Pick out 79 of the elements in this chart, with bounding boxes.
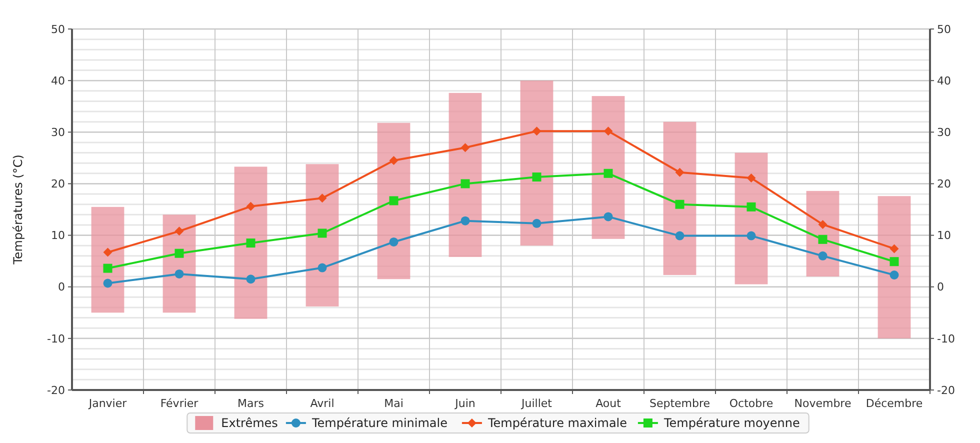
bar [520, 80, 554, 246]
x-tick-label: Février [160, 397, 199, 410]
x-tick-label: Aout [596, 397, 622, 410]
point [532, 172, 542, 182]
point [890, 257, 899, 266]
point [246, 238, 256, 248]
y2-tick-label: 20 [937, 178, 951, 191]
point [675, 200, 684, 209]
point [532, 126, 542, 136]
bar [592, 96, 625, 239]
point [746, 174, 756, 183]
point [604, 168, 613, 178]
y2-tick-label: 50 [937, 22, 951, 36]
point [460, 179, 470, 188]
point [103, 248, 112, 257]
x-tick-label: Janvier [88, 397, 128, 410]
point [174, 248, 184, 258]
point [318, 194, 327, 203]
point [460, 143, 470, 152]
y2-tick-label: -10 [937, 332, 955, 346]
point [174, 226, 184, 236]
point [460, 216, 470, 226]
bar [234, 166, 268, 319]
point [818, 234, 828, 244]
bar [878, 196, 911, 338]
y-axis-title: Températures (°C) [11, 154, 25, 266]
x-tick-label: Juin [454, 397, 476, 410]
point [174, 269, 184, 278]
y-tick-label: 30 [51, 126, 65, 139]
legend-label: Extrêmes [221, 416, 278, 430]
point [746, 231, 756, 240]
bar [663, 122, 696, 275]
x-tick-label: Octobre [729, 397, 774, 410]
point [818, 220, 828, 229]
y-tick-label: -10 [47, 332, 65, 346]
point [675, 231, 684, 240]
x-tick-label: Avril [310, 397, 334, 410]
point [675, 168, 684, 177]
point [318, 263, 327, 272]
x-tick-label: Juillet [520, 397, 553, 410]
x-tick-label: Mars [238, 397, 264, 410]
y-tick-label: 20 [51, 178, 65, 191]
point [746, 202, 756, 212]
point [318, 228, 327, 238]
y2-tick-label: 10 [937, 229, 951, 242]
point [604, 126, 613, 136]
bar [448, 92, 482, 257]
point [389, 156, 398, 166]
y-tick-label: 50 [51, 22, 65, 36]
y2-tick-label: 40 [937, 74, 951, 88]
point [890, 244, 899, 254]
y-tick-label: 0 [58, 280, 65, 294]
legend-label: Température maximale [486, 416, 628, 430]
point [246, 202, 256, 211]
point [246, 274, 256, 284]
bar [377, 122, 410, 280]
y2-tick-label: -20 [937, 384, 955, 397]
legend-label: Température moyenne [662, 416, 800, 430]
bar [91, 206, 124, 313]
x-tick-label: Septembre [649, 397, 710, 410]
y-tick-label: -20 [47, 384, 65, 397]
point [389, 196, 398, 206]
x-tick-label: Mai [384, 397, 404, 410]
point [389, 237, 398, 246]
point [103, 278, 112, 288]
x-tick-label: Novembre [794, 397, 852, 410]
point [890, 270, 899, 280]
point [532, 218, 542, 228]
y2-tick-label: 0 [937, 280, 944, 294]
point [103, 264, 112, 273]
bar [306, 164, 339, 306]
y-tick-label: 40 [51, 74, 65, 88]
bar [734, 152, 768, 284]
y2-tick-label: 30 [937, 126, 951, 139]
legend-label: Température minimale [310, 416, 448, 430]
y-tick-label: 10 [51, 229, 65, 242]
point [604, 212, 613, 222]
point [818, 251, 828, 260]
x-tick-label: Décembre [866, 397, 923, 410]
